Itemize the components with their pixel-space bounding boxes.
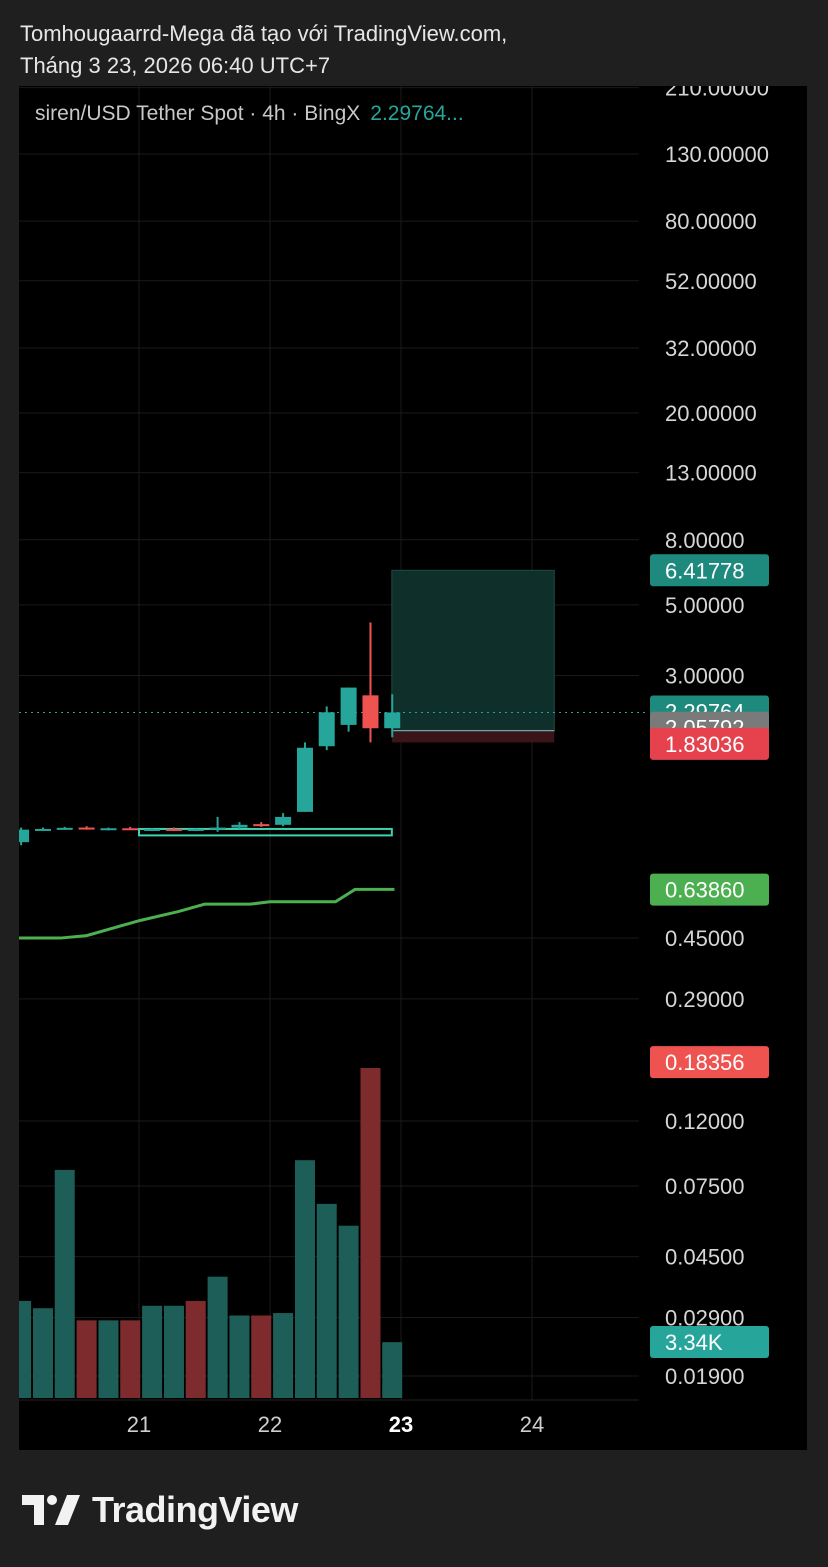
- candle-body: [275, 816, 292, 825]
- y-tick-label: 32.00000: [665, 336, 757, 361]
- candle-body: [296, 747, 313, 812]
- x-tick-label: 22: [258, 1412, 282, 1437]
- symbol-text: siren/USD Tether Spot · 4h · BingX: [35, 102, 361, 125]
- y-tick-label: 8.00000: [665, 528, 745, 553]
- volume-bar: [294, 1160, 315, 1398]
- y-tick-label: 210.00000: [665, 86, 769, 101]
- candle-body: [209, 827, 226, 830]
- price-chart[interactable]: 210.00000 130.00000 80.00000 52.00000 32.000…: [19, 86, 807, 1450]
- volume-bar: [207, 1276, 228, 1398]
- y-tick-label: 0.12000: [665, 1109, 745, 1134]
- candle-body: [122, 828, 139, 831]
- candle-body: [340, 687, 357, 725]
- y-tick-label: 3.00000: [665, 664, 745, 689]
- accumulation-box: [138, 827, 393, 837]
- footer-brand: TradingView: [22, 1488, 298, 1532]
- candle-body: [56, 827, 73, 830]
- candle-body: [318, 712, 335, 747]
- x-tick-label: 24: [520, 1412, 544, 1437]
- target-zone: [391, 569, 555, 733]
- volume-bar: [360, 1068, 381, 1398]
- chart-panel[interactable]: 210.00000 130.00000 80.00000 52.00000 32.000…: [19, 86, 807, 1450]
- volume-bar: [251, 1315, 272, 1398]
- price-tag: [650, 554, 769, 587]
- y-tick-label: 0.45000: [665, 926, 745, 951]
- candle-body: [78, 827, 95, 830]
- candle-body: [165, 828, 182, 831]
- symbol-legend[interactable]: siren/USD Tether Spot · 4h · BingX 2.2976…: [35, 102, 464, 126]
- y-tick-label: 0.07500: [665, 1174, 745, 1199]
- y-tick-label: 52.00000: [665, 269, 757, 294]
- x-tick-label: 23: [389, 1412, 413, 1437]
- y-tick-label: 0.01900: [665, 1364, 745, 1389]
- price-tag: [650, 727, 769, 760]
- moving-average-line: [19, 887, 395, 940]
- price-tag-label: 0.63860: [665, 878, 745, 903]
- candle-body: [34, 828, 51, 831]
- volume-bar: [98, 1320, 119, 1398]
- volume-bar: [54, 1169, 75, 1398]
- volume-bar: [273, 1313, 294, 1398]
- x-tick-label: 21: [127, 1412, 151, 1437]
- volume-bar: [32, 1308, 53, 1398]
- candle-body: [384, 712, 401, 729]
- candle-body: [231, 824, 248, 828]
- chart-header: Tomhougaarrd-Mega đã tạo với TradingView…: [20, 18, 507, 82]
- volume-bar: [142, 1305, 163, 1398]
- tradingview-logo-icon: [22, 1495, 80, 1525]
- volume-bar: [229, 1315, 250, 1398]
- volume-bar: [76, 1320, 97, 1398]
- price-tag-label: 0.18356: [665, 1050, 745, 1075]
- volume-bar: [163, 1305, 184, 1398]
- y-tick-label: 80.00000: [665, 209, 757, 234]
- candle-body: [362, 695, 379, 729]
- price-tag-label: 1.83036: [665, 732, 745, 757]
- volume-bar: [338, 1225, 359, 1398]
- legend-price: 2.29764...: [370, 102, 464, 125]
- price-tag: [650, 1326, 769, 1358]
- candle-body: [253, 824, 270, 827]
- volume-bar: [19, 1300, 32, 1398]
- price-tag-label: 3.34K: [665, 1330, 723, 1355]
- stop-zone: [391, 731, 555, 743]
- y-tick-label: 20.00000: [665, 401, 757, 426]
- y-tick-label: 13.00000: [665, 461, 757, 486]
- volume-bar: [316, 1203, 337, 1398]
- y-tick-label: 0.04500: [665, 1245, 745, 1270]
- price-tag-label: 6.41778: [665, 558, 745, 583]
- y-tick-label: 0.29000: [665, 987, 745, 1012]
- volume-bar: [185, 1300, 206, 1398]
- author-line: Tomhougaarrd-Mega đã tạo với TradingView…: [20, 21, 508, 46]
- timestamp-line: Tháng 3 23, 2026 06:40 UTC+7: [20, 53, 331, 78]
- brand-name: TradingView: [92, 1489, 298, 1530]
- y-tick-label: 5.00000: [665, 593, 745, 618]
- candle-body: [19, 829, 30, 843]
- candle-body: [187, 828, 204, 831]
- volume-bar: [382, 1342, 403, 1398]
- candle-body: [100, 828, 117, 831]
- y-tick-label: 130.00000: [665, 142, 769, 167]
- candle-body: [144, 828, 161, 831]
- volume-bar: [120, 1320, 141, 1398]
- price-tag: [650, 873, 769, 906]
- price-tag: [650, 1046, 769, 1079]
